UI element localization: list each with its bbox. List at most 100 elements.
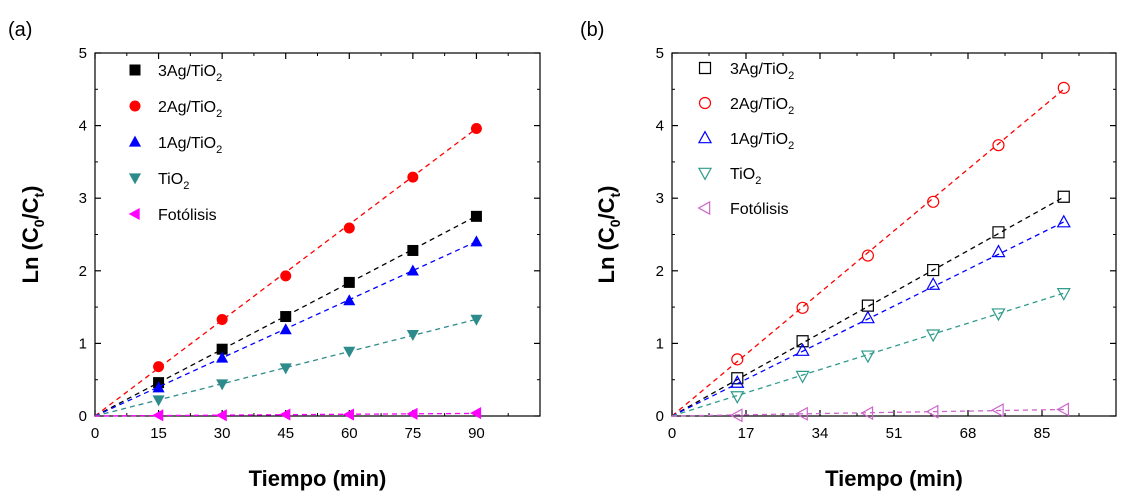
fit-line (671, 221, 1065, 417)
y-axis-label: Ln (C0/Ct) (594, 186, 623, 284)
data-point (992, 226, 1005, 239)
fit-line (671, 292, 1064, 417)
data-point (927, 263, 940, 277)
legend-label: Fotólisis (158, 207, 217, 224)
data-point (926, 329, 941, 343)
data-point (1057, 190, 1070, 203)
legend-marker (129, 64, 141, 76)
y-tick-label: 5 (656, 45, 664, 62)
y-tick-label: 4 (656, 118, 664, 135)
x-tick-label: 34 (812, 425, 829, 442)
y-tick-label: 0 (656, 408, 664, 425)
data-point (1057, 81, 1070, 94)
y-tick-label: 3 (79, 190, 87, 207)
data-point (1056, 288, 1071, 301)
legend-label: 3Ag/TiO2 (730, 61, 794, 82)
data-point (279, 408, 291, 421)
data-point (216, 313, 228, 325)
data-point (279, 323, 292, 335)
data-point (406, 264, 419, 276)
data-point (731, 372, 744, 385)
x-tick-label: 45 (277, 425, 294, 442)
series-3Ag/TiO2 (94, 210, 482, 417)
fit-line (671, 88, 1065, 417)
data-point (343, 276, 355, 288)
data-point (470, 407, 482, 420)
data-point (152, 409, 164, 422)
x-tick-label: 51 (886, 425, 903, 442)
data-point (406, 330, 419, 342)
panel-label: (a) (8, 19, 32, 41)
legend-marker (697, 167, 713, 181)
legend-label: TiO2 (158, 171, 189, 192)
data-point (860, 310, 875, 324)
x-tick-label: 90 (468, 425, 485, 442)
series-2Ag/TiO2 (94, 123, 482, 417)
fit-line (671, 408, 1064, 417)
y-tick-label: 3 (656, 190, 664, 207)
x-tick-label: 15 (150, 425, 167, 442)
legend-label: 2Ag/TiO2 (730, 96, 794, 117)
legend: 3Ag/TiO2 2Ag/TiO2 1Ag/TiO2 TiO2 Fotólisis (697, 61, 794, 218)
data-point (730, 375, 745, 388)
data-point (279, 363, 292, 375)
data-point (795, 343, 810, 356)
data-point (729, 408, 743, 423)
data-point (470, 123, 482, 135)
x-axis-label: Tiempo (min) (249, 466, 387, 491)
series-TiO2 (94, 314, 483, 417)
data-point (795, 406, 808, 421)
data-point (991, 308, 1006, 322)
data-point (860, 406, 874, 421)
x-tick-label: 17 (738, 425, 755, 442)
data-point (470, 210, 482, 222)
data-point (342, 408, 354, 421)
legend: 3Ag/TiO2 2Ag/TiO2 1Ag/TiO2 TiO2 Fotólisis (128, 63, 222, 224)
data-point (343, 294, 356, 306)
data-point (407, 244, 419, 256)
series-Fotólisis (671, 402, 1070, 423)
y-tick-label: 0 (79, 408, 87, 425)
legend-marker (698, 61, 712, 75)
series-1Ag/TiO2 (94, 235, 483, 417)
y-tick-label: 4 (79, 118, 87, 135)
data-point (406, 407, 418, 420)
data-point (731, 353, 744, 366)
x-tick-label: 85 (1034, 425, 1051, 442)
data-point (152, 381, 165, 393)
data-point (861, 249, 874, 262)
legend-marker (697, 130, 713, 144)
x-tick-label: 0 (668, 425, 676, 442)
y-tick-label: 5 (79, 45, 87, 62)
x-tick-label: 30 (214, 425, 231, 442)
data-point (407, 171, 419, 183)
data-point (215, 409, 227, 422)
legend-label: 3Ag/TiO2 (158, 63, 222, 84)
legend-label: 2Ag/TiO2 (158, 99, 222, 120)
data-point (861, 299, 874, 312)
fit-line (671, 196, 1065, 417)
data-point (990, 403, 1004, 418)
legend-label: Fotólisis (730, 201, 789, 218)
series-1Ag/TiO2 (671, 214, 1071, 417)
data-point (925, 404, 939, 419)
x-tick-label: 75 (405, 425, 422, 442)
data-point (216, 379, 229, 391)
data-point (1056, 402, 1070, 417)
x-tick-label: 68 (960, 425, 977, 442)
legend-marker (129, 100, 141, 112)
data-point (280, 270, 292, 282)
series-2Ag/TiO2 (671, 81, 1070, 417)
legend-label: 1Ag/TiO2 (730, 131, 794, 152)
series-3Ag/TiO2 (671, 190, 1070, 417)
series-TiO2 (671, 288, 1071, 417)
legend-marker (698, 96, 712, 110)
x-tick-label: 60 (341, 425, 358, 442)
data-point (926, 277, 941, 290)
data-point (730, 391, 745, 404)
data-point (991, 244, 1006, 258)
y-tick-label: 1 (79, 335, 87, 352)
